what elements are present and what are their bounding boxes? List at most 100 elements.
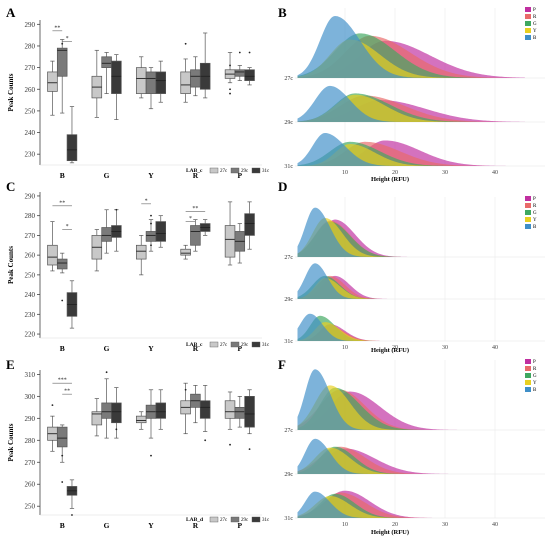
y-tick-label: 300 (25, 393, 36, 401)
box-27c (224, 400, 236, 419)
legend-swatch-G (525, 21, 531, 26)
y-tick-label: 270 (25, 232, 36, 240)
x-category-label: P (238, 344, 243, 353)
outlier-point (229, 88, 231, 91)
outlier-point (61, 454, 64, 457)
y-tick-label: 220 (25, 331, 36, 339)
x-category-label: R (193, 344, 199, 353)
y-axis-title: Peak Counts (7, 246, 15, 284)
significance-label: ** (192, 206, 198, 212)
legend-swatch-29c (230, 341, 240, 348)
legend-swatch-29c (230, 167, 240, 174)
row-label: 27c (284, 428, 293, 434)
legend-swatch-27c (209, 516, 219, 523)
box-31c (244, 213, 255, 236)
x-category-label: B (60, 344, 65, 353)
x-tick-label: 10 (342, 170, 348, 176)
outlier-point (229, 92, 231, 95)
legend-label-P: P (533, 197, 536, 202)
box-29c (101, 402, 112, 419)
legend-label-B: B (533, 388, 537, 393)
outlier-point (184, 42, 187, 45)
panel-letter-d: D (278, 179, 287, 194)
x-category-label: P (238, 521, 243, 530)
x-category-label: R (193, 521, 199, 530)
x-tick-label: 30 (442, 170, 448, 176)
y-tick-label: 270 (25, 64, 36, 72)
significance-label: ** (64, 389, 70, 395)
density-Y-29c (297, 447, 525, 474)
row-label: 31c (284, 339, 293, 345)
legend-label-Y: Y (533, 218, 537, 223)
panel-letter-a: A (6, 5, 16, 20)
box-31c (155, 221, 167, 242)
box-29c (145, 71, 157, 94)
density-B-31c (297, 133, 525, 166)
legend-label-29c: 29c (241, 169, 249, 174)
x-axis-title: Height (RFU) (371, 347, 409, 354)
outlier-point (61, 42, 64, 45)
legend-label-R: R (533, 15, 537, 20)
legend-label-29c: 29c (241, 343, 249, 348)
box-29c (56, 426, 68, 448)
y-tick-label: 280 (25, 42, 36, 50)
y-axis-title: Peak Counts (7, 73, 15, 111)
box-29c (56, 258, 68, 270)
legend-label-G: G (533, 211, 537, 216)
x-tick-label: 40 (492, 522, 498, 528)
outlier-point (115, 428, 118, 431)
x-tick-label: 30 (442, 345, 448, 351)
legend-label-31c: 31c (262, 518, 270, 523)
x-tick-label: 40 (492, 345, 498, 351)
box-27c (135, 415, 147, 424)
box-29c (101, 227, 112, 242)
row-label: 27c (284, 76, 293, 82)
legend-swatch-29c (230, 516, 240, 523)
legend-label-27c: 27c (220, 343, 228, 348)
panel-letter-c: C (6, 179, 15, 194)
x-category-label: G (104, 171, 110, 180)
density-B-27c (297, 207, 525, 257)
y-tick-label: 280 (25, 437, 36, 445)
box-31c (66, 134, 78, 162)
outlier-point (150, 222, 152, 225)
legend-label-G: G (533, 374, 537, 379)
box-31c (244, 69, 255, 81)
y-tick-label: 240 (25, 291, 36, 299)
box-31c (155, 71, 167, 94)
box-29c (56, 47, 68, 77)
y-tick-label: 230 (25, 151, 36, 159)
row-label: 27c (284, 255, 293, 261)
legend-swatch-R (525, 14, 531, 19)
legend-label-27c: 27c (220, 518, 228, 523)
legend-label-P: P (533, 8, 536, 13)
density-R-29c (297, 275, 525, 299)
legend-swatch-B (525, 224, 531, 229)
density-P-31c (297, 324, 525, 341)
legend-label-31c: 31c (262, 343, 270, 348)
outlier-point (204, 439, 207, 442)
y-tick-label: 230 (25, 311, 36, 319)
outlier-point (248, 51, 251, 54)
row-label: 29c (284, 120, 293, 126)
box-27c (224, 225, 236, 258)
legend-title: LAB_c (186, 342, 203, 348)
legend-swatch-P (525, 359, 531, 364)
x-tick-label: 30 (442, 522, 448, 528)
outlier-point (61, 481, 64, 483)
legend-swatch-G (525, 210, 531, 215)
y-tick-label: 240 (25, 129, 36, 137)
legend-title: LAB_c (186, 168, 203, 174)
legend-swatch-R (525, 203, 531, 208)
outlier-point (229, 64, 231, 67)
x-category-label: Y (148, 521, 154, 530)
density-B-31c (297, 313, 525, 341)
legend-swatch-Y (525, 380, 531, 385)
outlier-point (150, 214, 152, 217)
